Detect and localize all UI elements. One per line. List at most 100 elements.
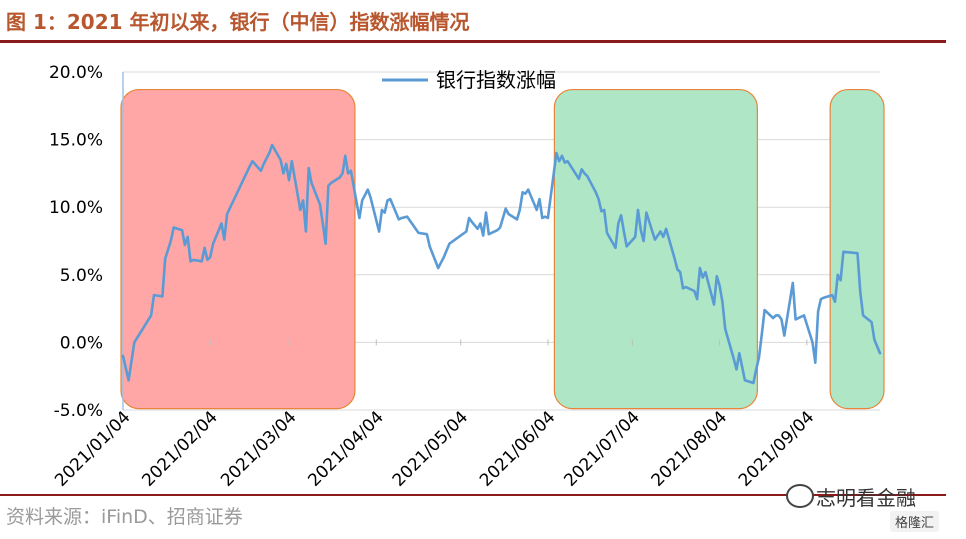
data-point — [172, 226, 175, 229]
data-point — [659, 230, 662, 233]
data-point — [150, 314, 153, 317]
legend: 银行指数涨幅 — [382, 68, 556, 92]
data-point — [538, 198, 541, 200]
axes — [122, 72, 808, 410]
data-point — [718, 284, 721, 287]
data-point — [181, 229, 183, 232]
data-point — [645, 211, 648, 214]
data-point — [161, 295, 164, 298]
data-point — [209, 256, 212, 259]
data-point — [442, 256, 445, 259]
data-point — [485, 211, 487, 214]
data-point — [682, 287, 684, 290]
data-point — [639, 229, 642, 232]
data-point — [282, 172, 285, 175]
data-point — [487, 233, 490, 236]
data-point — [673, 257, 676, 260]
data-point — [732, 357, 735, 360]
data-point — [499, 226, 501, 229]
data-point — [251, 160, 254, 163]
data-point — [541, 217, 544, 219]
y-tick-label: 5.0% — [60, 266, 103, 286]
y-tick-label: 10.0% — [49, 198, 103, 218]
y-tick-label: -5.0% — [54, 401, 103, 421]
data-point — [879, 352, 881, 355]
data-point — [141, 327, 144, 330]
data-point — [544, 215, 547, 218]
highlight-box — [829, 88, 885, 410]
data-point — [192, 259, 195, 261]
data-point — [791, 282, 794, 284]
data-point — [366, 188, 369, 191]
data-point — [428, 245, 431, 248]
data-point — [400, 217, 403, 219]
data-point — [203, 246, 206, 249]
data-point — [378, 230, 380, 233]
data-point — [623, 230, 625, 233]
watermark-name: 志明看金融 — [816, 486, 916, 510]
data-point — [839, 279, 842, 282]
data-point — [504, 207, 507, 210]
data-point — [186, 236, 189, 238]
data-point — [822, 296, 825, 299]
data-point — [558, 160, 561, 163]
data-point — [656, 234, 659, 237]
data-point — [268, 152, 271, 155]
data-point — [521, 191, 524, 194]
data-point — [774, 314, 777, 317]
data-point — [547, 217, 549, 219]
legend-label: 银行指数涨幅 — [436, 68, 556, 92]
data-point — [164, 257, 167, 260]
data-point — [772, 317, 774, 319]
data-point — [738, 352, 741, 355]
y-tick-label: 15.0% — [49, 131, 103, 151]
series-layer — [121, 143, 882, 385]
highlight-box — [120, 88, 356, 410]
data-point — [755, 368, 758, 371]
data-point — [561, 154, 563, 157]
x-tick-label: 2021/07/04 — [560, 407, 643, 490]
data-point — [603, 209, 606, 211]
data-point — [763, 309, 766, 311]
footer-divider — [0, 494, 946, 496]
data-point — [259, 169, 262, 172]
data-point — [752, 382, 755, 384]
data-point — [220, 222, 223, 225]
data-point — [518, 209, 521, 211]
data-point — [397, 218, 400, 221]
data-point — [389, 198, 392, 200]
data-point — [479, 222, 482, 225]
data-point — [600, 210, 603, 213]
data-point — [471, 221, 473, 223]
data-point — [200, 260, 203, 263]
data-point — [698, 267, 701, 269]
data-point — [625, 245, 628, 248]
data-point — [662, 236, 665, 238]
data-point — [777, 314, 780, 317]
data-point — [290, 160, 293, 163]
data-point — [305, 230, 307, 233]
data-point — [369, 196, 372, 199]
data-point — [122, 355, 124, 357]
data-point — [468, 217, 471, 219]
data-point — [288, 179, 290, 182]
data-point — [482, 234, 485, 237]
data-point — [169, 240, 172, 242]
wechat-icon — [786, 484, 814, 508]
data-point — [566, 160, 569, 163]
highlight-boxes — [120, 88, 885, 410]
data-point — [859, 291, 862, 294]
data-point — [597, 198, 600, 200]
source-note: 资料来源：iFinD、招商证券 — [6, 506, 243, 528]
data-point — [676, 268, 679, 271]
data-point — [127, 379, 130, 382]
data-point — [248, 165, 251, 168]
data-point — [324, 242, 327, 245]
data-point — [212, 242, 214, 245]
data-point — [437, 267, 440, 269]
data-point — [380, 209, 383, 211]
data-point — [797, 317, 800, 319]
data-point — [814, 361, 817, 364]
data-point — [817, 310, 819, 313]
data-point — [780, 318, 783, 321]
